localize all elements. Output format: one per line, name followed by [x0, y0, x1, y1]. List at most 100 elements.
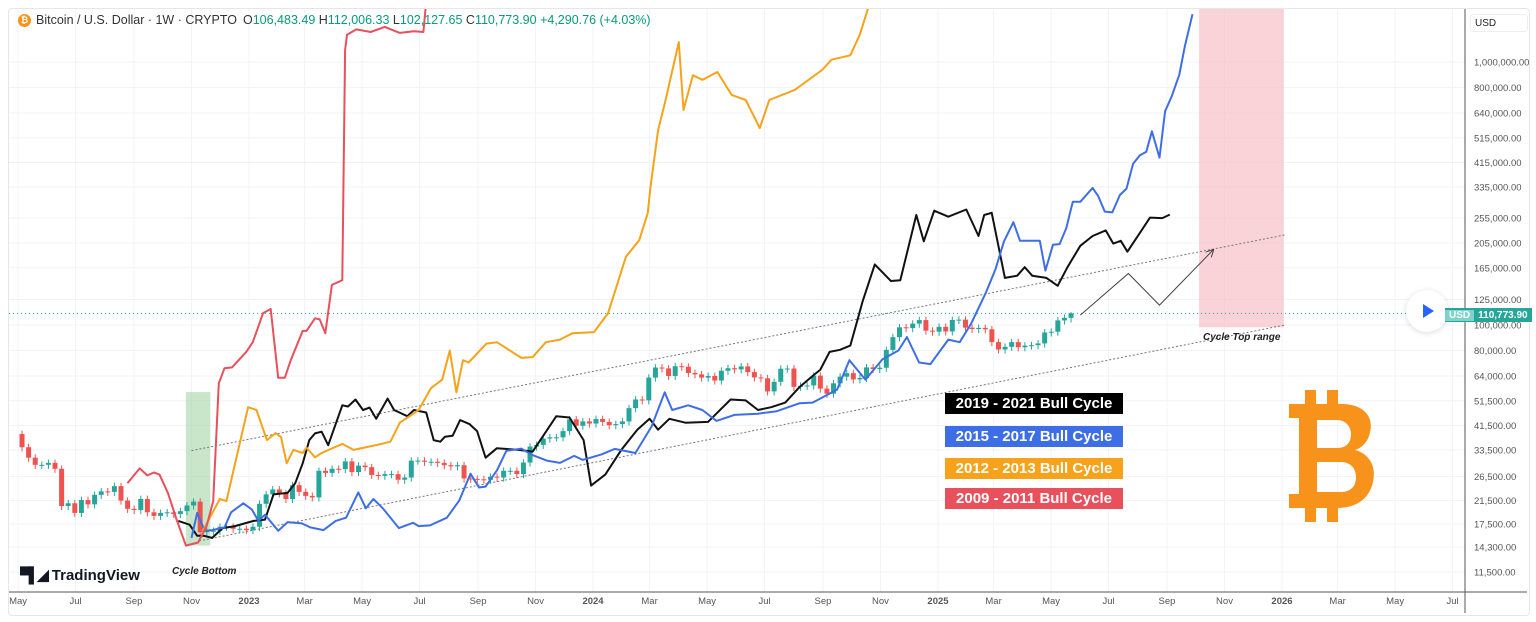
- candle: [45, 459, 51, 469]
- candle-body: [646, 377, 652, 401]
- x-tick-label: Jul: [758, 596, 770, 607]
- candle: [699, 371, 705, 382]
- y-tick-label: 205,000.00: [1474, 239, 1522, 250]
- candle-body: [936, 326, 942, 332]
- candle-body: [890, 337, 896, 350]
- candle: [943, 323, 949, 336]
- candle-body: [580, 421, 586, 426]
- candle: [606, 418, 612, 430]
- candle-body: [850, 373, 856, 380]
- candle: [177, 507, 183, 519]
- low-value: 102,127.65: [399, 13, 463, 27]
- candle: [138, 495, 144, 515]
- x-tick-label: Nov: [872, 596, 889, 607]
- channel-upper-line[interactable]: [191, 234, 1285, 452]
- candle: [850, 369, 856, 384]
- y-tick-label: 80,000.00: [1474, 346, 1516, 357]
- candle: [105, 488, 111, 496]
- candle: [672, 362, 678, 381]
- candle-body: [501, 470, 507, 478]
- candle: [1009, 338, 1015, 351]
- candle: [646, 374, 652, 405]
- candle-body: [1035, 343, 1041, 346]
- candle-body: [481, 479, 487, 481]
- play-button[interactable]: [1406, 290, 1448, 332]
- candle: [441, 459, 447, 470]
- candle: [454, 461, 460, 471]
- tradingview-wordmark: TradingView: [51, 566, 140, 584]
- candle-body: [864, 367, 870, 378]
- symbol-title[interactable]: Bitcoin / U.S. Dollar · 1W · CRYPTO: [36, 13, 237, 27]
- candle-body: [257, 503, 263, 527]
- candle-body: [243, 528, 249, 531]
- candle: [751, 368, 757, 382]
- candle-body: [679, 366, 685, 368]
- candle-body: [573, 419, 579, 426]
- x-tick-label: Mar: [1329, 596, 1345, 607]
- legend-2009-2011: 2009 - 2011 Bull Cycle: [945, 488, 1123, 509]
- candle: [382, 470, 388, 480]
- candle: [890, 333, 896, 354]
- candle-body: [191, 501, 197, 506]
- y-tick-label: 21,500.00: [1474, 496, 1516, 507]
- x-tick-label: Sep: [470, 596, 487, 607]
- currency-button[interactable]: USD: [1470, 14, 1528, 32]
- candle-body: [857, 377, 863, 380]
- candle: [903, 323, 909, 333]
- candle: [276, 486, 282, 498]
- ohlc-readout: O106,483.49 H112,006.33 L102,127.65 C110…: [243, 13, 651, 27]
- candle: [435, 458, 441, 467]
- candle: [356, 462, 362, 477]
- candle: [949, 316, 955, 336]
- candle: [989, 325, 995, 347]
- candle: [507, 467, 513, 475]
- projection-arrow[interactable]: [1079, 250, 1213, 316]
- candle-body: [131, 508, 137, 510]
- series-2012-2013-line[interactable]: [201, 5, 869, 532]
- candle: [421, 457, 427, 466]
- candle-body: [230, 526, 236, 529]
- candle-body: [613, 424, 619, 426]
- candle: [877, 364, 883, 374]
- candle-body: [105, 491, 111, 493]
- candle: [52, 459, 58, 473]
- candle-body: [903, 327, 909, 329]
- candle-body: [560, 431, 566, 438]
- candle-body: [250, 526, 256, 531]
- candle-body: [388, 474, 394, 476]
- close-value: 110,773.90: [474, 13, 537, 27]
- candle: [547, 433, 553, 443]
- candle: [329, 465, 335, 477]
- candle: [501, 467, 507, 482]
- candle: [349, 458, 355, 477]
- candle-body: [956, 319, 962, 321]
- candle: [962, 316, 968, 332]
- candle-body: [633, 399, 639, 409]
- candle: [593, 415, 599, 428]
- candle: [712, 372, 718, 385]
- candle-body: [718, 370, 724, 381]
- legend-2015-2017: 2015 - 2017 Bull Cycle: [945, 426, 1123, 447]
- candle: [969, 324, 975, 334]
- close-label: C: [465, 13, 475, 27]
- candle: [784, 365, 790, 373]
- candle-body: [138, 498, 144, 510]
- x-tick-label: Mar: [641, 596, 657, 607]
- candle-body: [784, 368, 790, 370]
- candle: [395, 470, 401, 484]
- bitcoin-coin-icon: ₿: [18, 13, 31, 27]
- series-2019-2021-line[interactable]: [177, 208, 1171, 539]
- play-icon: [1423, 304, 1434, 318]
- candle-body: [586, 421, 592, 424]
- candle-body: [144, 498, 150, 513]
- candle: [982, 324, 988, 334]
- x-tick-label: Sep: [815, 596, 832, 607]
- x-tick-label: May: [353, 596, 371, 607]
- series-2009-2011-line[interactable]: [126, 1, 427, 547]
- high-value: 112,006.33: [327, 13, 390, 27]
- tradingview-logo[interactable]: ▀▌◢ TradingView: [20, 566, 140, 585]
- y-tick-label: 100,000.00: [1474, 321, 1522, 332]
- series-2015-2017-line[interactable]: [190, 13, 1194, 539]
- candle-body: [553, 437, 559, 439]
